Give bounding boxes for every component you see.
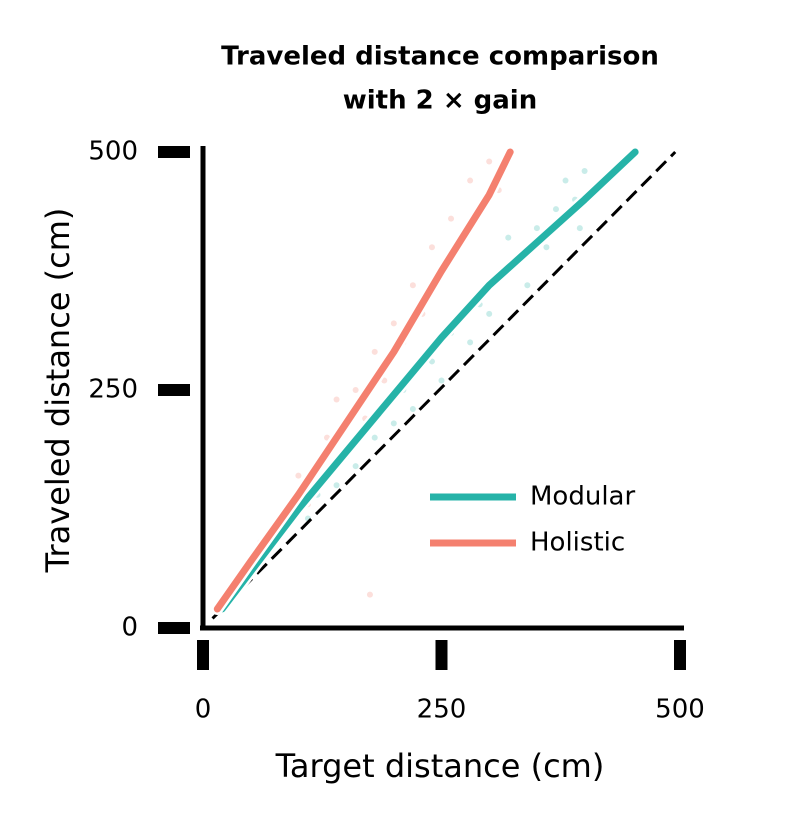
x-tick-label: 500 — [655, 695, 705, 725]
scatter-point — [438, 377, 445, 384]
scatter-point — [409, 282, 416, 289]
scatter-point — [333, 482, 340, 489]
scatter-point — [366, 591, 373, 598]
scatter-point — [333, 396, 340, 403]
scatter-point — [371, 434, 378, 441]
scatter-point — [581, 168, 588, 175]
x-tick-label: 0 — [195, 695, 212, 725]
legend-label: Modular — [530, 482, 635, 512]
scatter-point — [295, 472, 302, 479]
scatter-point — [428, 244, 435, 251]
series-line — [213, 148, 514, 613]
x-axis-label: Target distance (cm) — [275, 747, 605, 785]
scatter-point — [448, 215, 455, 222]
scatter-point — [543, 244, 550, 251]
scatter-point — [390, 420, 397, 427]
scatter-point — [467, 339, 474, 346]
scatter-point — [467, 177, 474, 184]
scatter-point — [505, 234, 512, 241]
scatter-point — [562, 177, 569, 184]
chart-title: Traveled distance comparison — [221, 42, 659, 72]
scatter-point — [486, 158, 493, 165]
y-tick-label: 250 — [88, 375, 138, 405]
scatter-point — [409, 406, 416, 413]
legend-label: Holistic — [530, 528, 625, 558]
x-tick-label: 250 — [417, 695, 467, 725]
y-tick-label: 0 — [121, 613, 138, 643]
y-axis-label: Traveled distance (cm) — [39, 208, 77, 574]
y-tick-label: 500 — [88, 137, 138, 167]
scatter-point — [486, 310, 493, 317]
series-line — [218, 148, 639, 613]
scatter-point — [524, 282, 531, 289]
scatter-point — [533, 225, 540, 232]
reference-line — [211, 150, 677, 620]
scatter-point — [371, 348, 378, 355]
chart-subtitle: with 2 × gain — [343, 86, 537, 116]
scatter-point — [352, 387, 359, 393]
scatter-point — [552, 206, 559, 213]
scatter-point — [576, 225, 583, 232]
scatter-point — [352, 463, 359, 470]
scatter-point — [390, 320, 397, 327]
